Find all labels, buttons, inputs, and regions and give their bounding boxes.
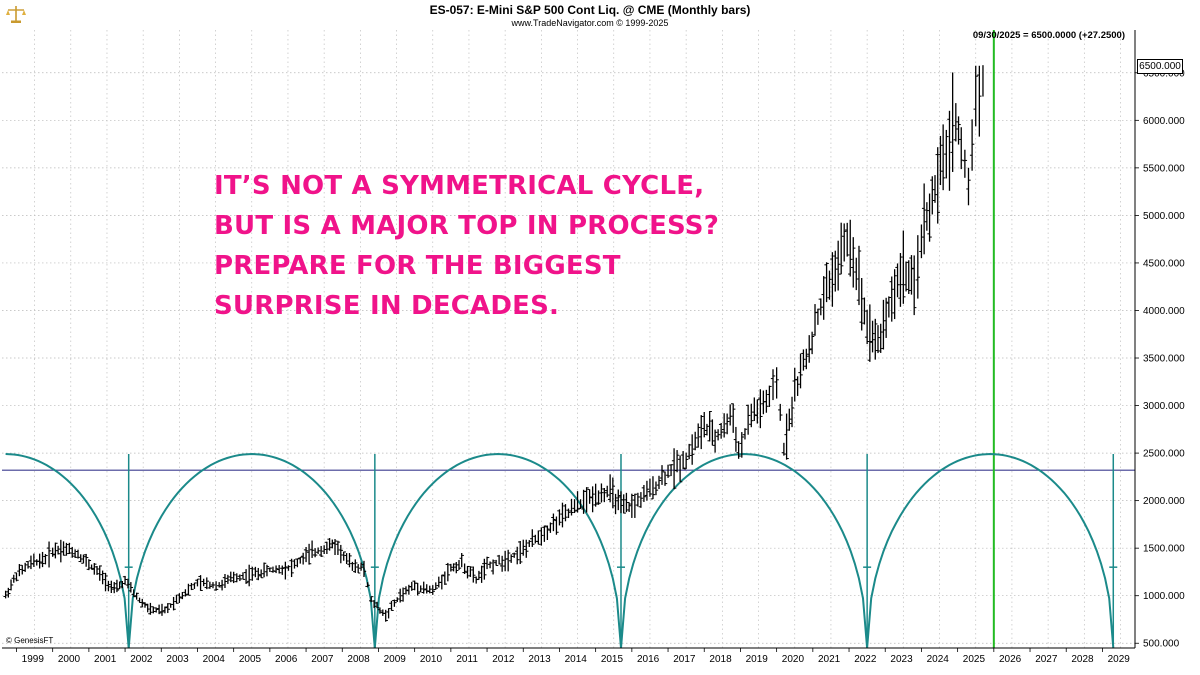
x-tick-label: 2026 <box>999 654 1022 665</box>
x-tick-label: 2005 <box>239 654 262 665</box>
x-axis-ticks: 1999 2000 2001 2002 2003 2004 2005 2006 2007 2008… <box>16 648 1130 665</box>
x-tick-label: 2019 <box>746 654 769 665</box>
x-tick-label: 2015 <box>601 654 624 665</box>
y-tick-label: 2000.000 <box>1143 496 1185 507</box>
x-tick-label: 2024 <box>927 654 950 665</box>
headline-line-1: IT’S NOT A SYMMETRICAL CYCLE, <box>214 171 705 201</box>
chart-subtitle: www.TradeNavigator.com © 1999-2025 <box>511 18 669 28</box>
x-tick-label: 2029 <box>1108 654 1131 665</box>
trade-navigator-scale-icon <box>6 6 26 23</box>
y-tick-label: 6000.000 <box>1143 116 1185 127</box>
x-tick-label: 2003 <box>166 654 189 665</box>
headline-line-3: PREPARE FOR THE BIGGEST <box>214 251 621 281</box>
x-tick-label: 2011 <box>456 654 478 665</box>
x-tick-label: 1999 <box>22 654 45 665</box>
headline-line-2: BUT IS A MAJOR TOP IN PROCESS? <box>214 211 720 241</box>
cycle-arc <box>5 453 130 649</box>
cycle-arc <box>373 452 622 649</box>
y-tick-label: 1000.000 <box>1143 591 1185 602</box>
x-tick-label: 2018 <box>709 654 732 665</box>
y-tick-label: 5000.000 <box>1143 211 1185 222</box>
y-tick-label: 4500.000 <box>1143 258 1185 269</box>
cycle-arc <box>866 452 1115 649</box>
y-tick-label: 3500.000 <box>1143 354 1185 365</box>
monthly-price-bars <box>3 65 984 622</box>
x-tick-label: 2014 <box>565 654 588 665</box>
cycle-arc <box>127 452 376 649</box>
headline-overlay: IT’S NOT A SYMMETRICAL CYCLE, BUT IS A M… <box>214 166 719 326</box>
x-tick-label: 2027 <box>1035 654 1058 665</box>
x-tick-label: 2020 <box>782 654 805 665</box>
x-tick-label: 2025 <box>963 654 986 665</box>
cycle-arcs <box>5 452 1118 649</box>
x-tick-label: 2022 <box>854 654 877 665</box>
last-price-label: 6500.000 <box>1137 59 1183 74</box>
x-tick-label: 2007 <box>311 654 334 665</box>
x-tick-label: 2021 <box>818 654 841 665</box>
y-axis-ticks: 500.000 1000.000 1500.000 2000.000 2500.000 3… <box>1135 68 1185 650</box>
x-tick-label: 2010 <box>420 654 443 665</box>
cycle-arc <box>620 452 869 649</box>
chart-grid <box>2 30 1135 648</box>
x-tick-label: 2001 <box>94 654 117 665</box>
y-tick-label: 4000.000 <box>1143 306 1185 317</box>
x-tick-label: 2002 <box>130 654 153 665</box>
y-tick-label: 1500.000 <box>1143 544 1185 555</box>
y-tick-label: 5500.000 <box>1143 163 1185 174</box>
x-tick-label: 2008 <box>347 654 370 665</box>
y-tick-label: 500.000 <box>1143 639 1180 650</box>
x-tick-label: 2012 <box>492 654 515 665</box>
chart-axes <box>2 30 1136 649</box>
x-tick-label: 2023 <box>890 654 913 665</box>
x-tick-label: 2006 <box>275 654 298 665</box>
x-tick-label: 2016 <box>637 654 660 665</box>
y-tick-label: 2500.000 <box>1143 449 1185 460</box>
chart-title: ES-057: E-Mini S&P 500 Cont Liq. @ CME (… <box>429 3 751 17</box>
x-tick-label: 2004 <box>203 654 226 665</box>
x-tick-label: 2000 <box>58 654 81 665</box>
price-readout: 09/30/2025 = 6500.0000 (+27.2500) <box>972 30 1125 41</box>
x-tick-label: 2013 <box>528 654 551 665</box>
x-tick-label: 2009 <box>384 654 407 665</box>
x-tick-label: 2017 <box>673 654 696 665</box>
y-tick-label: 3000.000 <box>1143 401 1185 412</box>
headline-line-4: SURPRISE IN DECADES. <box>214 291 560 321</box>
credit-text: © GenesisFT <box>6 636 54 645</box>
x-tick-label: 2028 <box>1071 654 1094 665</box>
